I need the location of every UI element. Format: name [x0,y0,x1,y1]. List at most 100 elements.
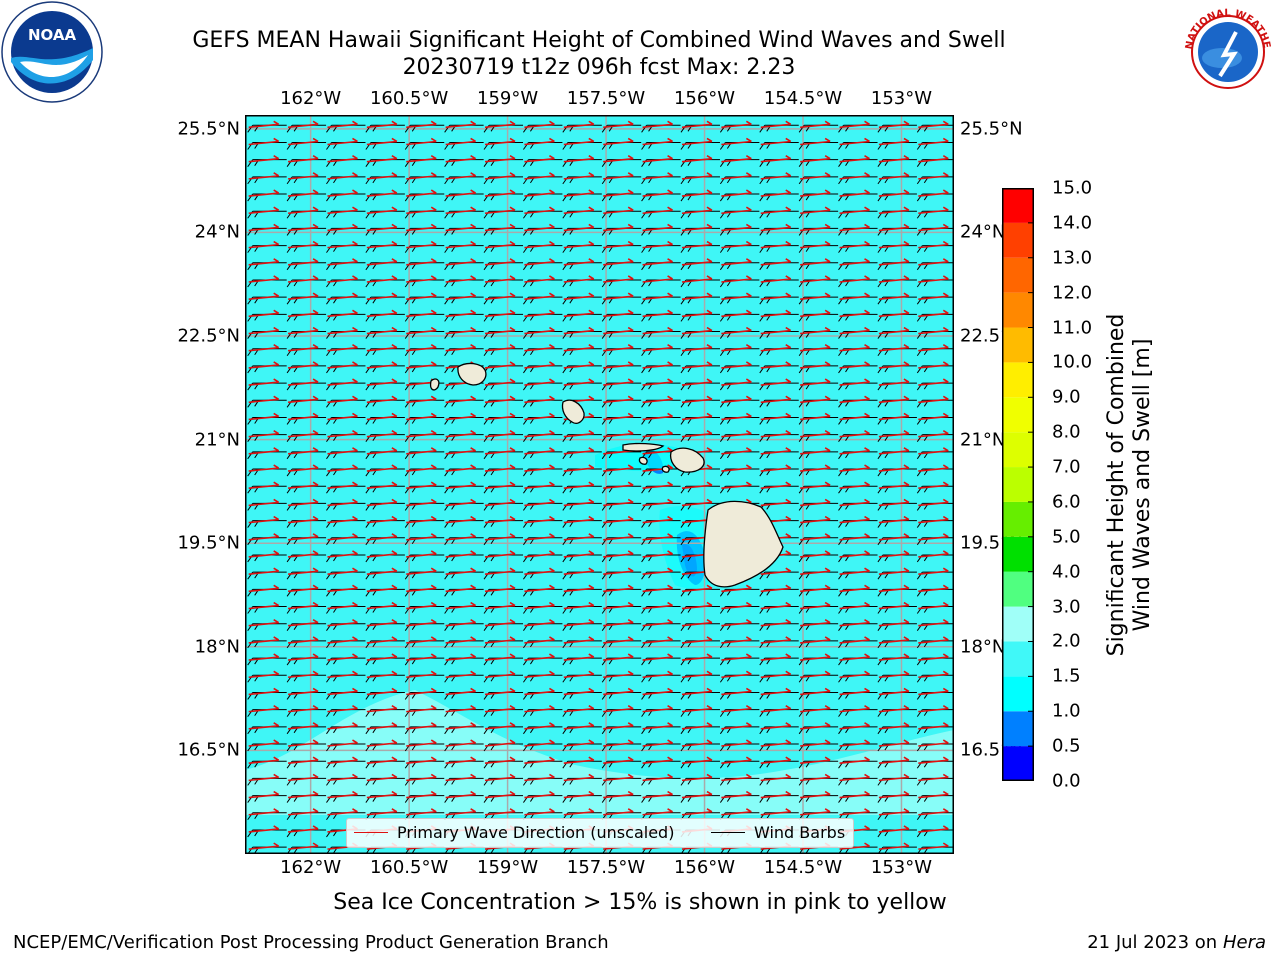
wave-arrow [248,378,280,386]
wave-arrow [603,773,634,782]
wave-arrow [406,619,437,627]
wave-arrow [445,240,477,249]
wave-arrow [248,154,280,163]
colorbar-tick: 0.0 [1052,770,1081,792]
wave-arrow [918,653,949,661]
wave-arrow [248,567,280,575]
colorbar [1002,188,1034,781]
lon-tick-top: 162°W [280,88,342,109]
lat-tick-right: 25.5°N [960,118,1023,140]
wave-arrow [406,533,437,541]
wave-arrow [406,636,437,644]
wave-arrow [642,704,673,713]
wave-arrow [327,395,358,404]
wave-arrow [760,739,792,747]
wave-arrow [721,326,752,335]
wave-arrow [248,619,280,627]
wave-arrow [839,653,870,661]
wave-arrow [288,687,319,696]
wave-arrow [878,429,910,438]
wave-arrow [288,275,319,283]
wave-arrow [524,670,555,679]
wave-arrow [721,464,752,472]
wave-arrow [642,567,673,575]
wave-arrow [524,653,555,661]
wave-arrow [839,498,870,507]
wave-arrow [878,773,910,782]
wave-arrow [878,653,910,661]
wave-arrow [760,378,792,386]
wave-arrow [327,601,358,610]
wave-arrow [878,326,910,335]
wave-arrow [563,344,595,352]
wave-arrow [484,344,516,352]
wave-arrow [366,739,398,747]
wave-arrow [406,756,437,764]
wave-arrow [800,670,831,679]
wave-arrow [918,636,949,644]
wave-arrow [839,309,870,318]
wave-arrow [484,258,516,266]
wave-arrow [603,722,634,730]
wave-arrow [721,447,752,455]
wave-arrow [839,790,870,799]
wave-arrow [800,584,831,593]
wave-arrow [288,481,319,490]
wave-arrow [248,550,280,558]
wave-arrow [878,481,910,490]
wave-arrow [760,808,792,816]
higher-wave-region [245,690,954,815]
wave-arrow [603,137,634,146]
wave-arrow [366,412,398,421]
wave-arrow [524,344,555,352]
wave-arrow [484,309,516,318]
wave-arrow [484,223,516,232]
wave-arrow [366,636,398,644]
wave-arrow [524,447,555,455]
wave-arrow [681,378,713,386]
wave-arrow [721,292,752,300]
wave-arrow [288,704,319,713]
wave-arrow [839,240,870,249]
wave-arrow [642,172,673,180]
wave-arrow [800,292,831,300]
wave-arrow [839,515,870,524]
wave-arrow [839,670,870,679]
wave-arrow [445,120,477,129]
wave-arrow [524,120,555,129]
wave-arrow [681,309,713,318]
wave-arrow [721,378,752,386]
wave-arrow [918,515,949,524]
wave-arrow [563,584,595,593]
wave-arrow [366,790,398,799]
map-legend: Primary Wave Direction (unscaled) Wind B… [346,818,854,848]
colorbar-tick: 2.0 [1052,630,1081,652]
wave-arrow [918,447,949,455]
wave-arrow [563,619,595,627]
wave-arrow [563,258,595,266]
wave-arrow [366,584,398,593]
wave-arrow [248,842,280,850]
wave-arrow [524,601,555,610]
wave-arrow [800,447,831,455]
wave-arrow [445,687,477,696]
colorbar-bin [1002,571,1034,607]
wave-arrow [524,189,555,197]
wave-arrow [603,429,634,438]
wave-arrow [484,206,516,215]
wave-arrow [878,636,910,644]
wave-arrow [878,790,910,799]
wave-arrow [603,567,634,575]
wave-arrow [878,825,910,833]
wave-arrow [603,258,634,266]
wave-arrow [721,790,752,799]
wave-arrow [878,670,910,679]
wave-arrow [800,240,831,249]
wave-arrow [484,429,516,438]
wave-arrow [484,533,516,541]
wave-arrow [878,704,910,713]
wave-arrow [406,670,437,679]
wave-arrow [445,429,477,438]
wave-arrow [721,223,752,232]
noaa-logo: NOAA [0,0,104,104]
